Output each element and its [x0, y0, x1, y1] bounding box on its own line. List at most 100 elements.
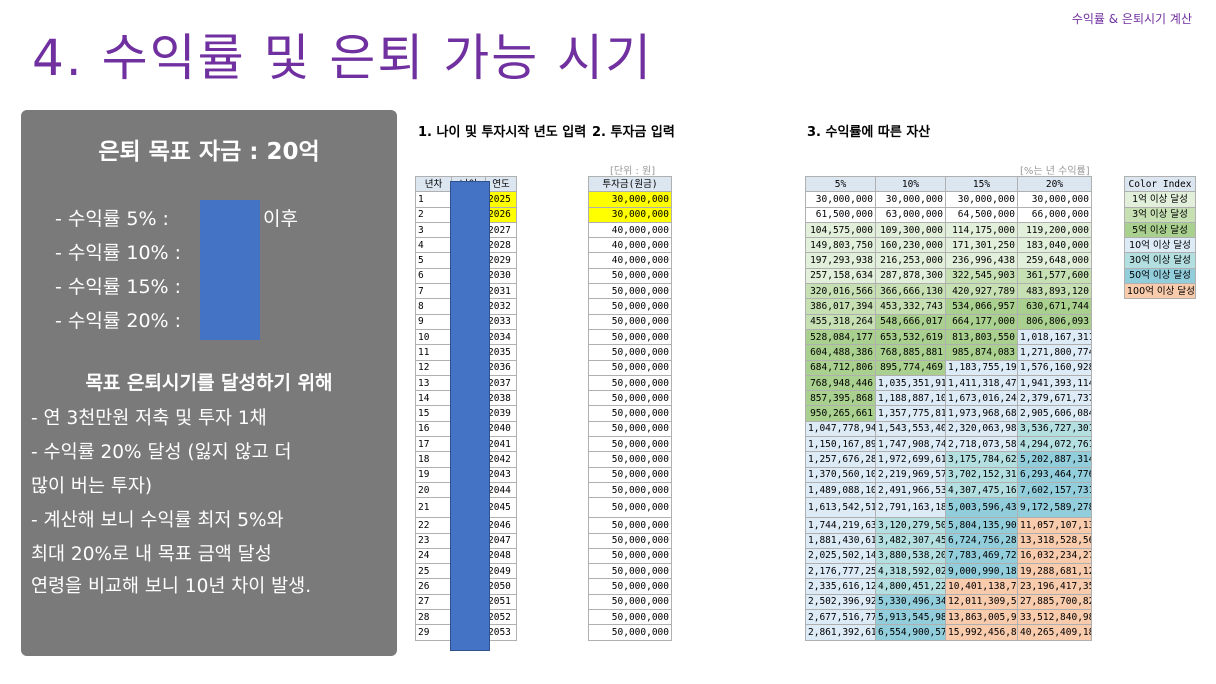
table-row: 197,293,938 216,253,000 236,996,438 259,648…	[805, 252, 1092, 269]
table-row: 2,861,392,6106,554,900,57815,992,456,844…	[805, 624, 1092, 641]
investment-cell: 50,000,000	[588, 405, 672, 422]
asset-cell: 1,489,088,106	[805, 481, 876, 499]
asset-cell: 3,536,727,301	[1017, 420, 1092, 438]
rate-10-label: - 수익률 10% :	[55, 242, 182, 264]
table-row: 50,000,000	[588, 593, 672, 611]
asset-cell: 9,172,589,278	[1017, 497, 1092, 519]
table-row: 50,000,000	[588, 390, 672, 407]
year-cell: 2036	[485, 359, 517, 376]
color-index-item: 100억 이상 달성	[1124, 283, 1196, 300]
year-index-cell: 24	[415, 547, 452, 565]
asset-cell: 366,666,130	[875, 283, 946, 300]
year-index-cell: 11	[415, 344, 452, 361]
asset-cell: 149,803,750	[805, 237, 876, 254]
asset-cell: 548,666,017	[875, 313, 946, 330]
table-row: 50,000,000	[588, 359, 672, 376]
year-cell: 2040	[485, 420, 517, 438]
asset-cell: 604,488,386	[805, 344, 876, 361]
investment-cell: 50,000,000	[588, 497, 672, 519]
asset-cell: 7,783,469,728	[945, 547, 1018, 565]
table-row: 50,000,000	[588, 532, 672, 549]
year-cell: 2052	[485, 609, 517, 626]
asset-cell: 15,992,456,844	[945, 624, 1018, 641]
asset-cell: 528,084,177	[805, 328, 876, 346]
table-row: 528,084,177 653,532,619 813,803,550 1,018,1…	[805, 328, 1092, 346]
year-cell: 2047	[485, 532, 517, 549]
year-cell: 2025	[485, 191, 517, 208]
year-index-cell: 4	[415, 237, 452, 254]
table-row: 50,000,000	[588, 374, 672, 392]
color-index-item: 30억 이상 달성	[1124, 252, 1196, 269]
year-index-cell: 28	[415, 609, 452, 626]
asset-cell: 653,532,619	[875, 328, 946, 346]
asset-cell: 12,011,309,523	[945, 593, 1018, 611]
asset-cell: 2,219,969,576	[875, 466, 946, 483]
table-row: 2,677,516,7725,913,545,98013,863,005,951…	[805, 609, 1092, 626]
col-header: 15%	[945, 175, 1018, 193]
asset-cell: 104,575,000	[805, 221, 876, 239]
investment-cell: 50,000,000	[588, 624, 672, 641]
table-row: 50,000,000	[588, 466, 672, 483]
table-row: 50,000,000	[588, 547, 672, 565]
slide-title: 4. 수익률 및 은퇴 가능 시기	[32, 29, 654, 87]
year-index-cell: 20	[415, 481, 452, 499]
asset-cell: 455,318,264	[805, 313, 876, 330]
table-row: 50,000,000	[588, 451, 672, 468]
table-row: 320,016,566 366,666,130 420,927,789 483,893…	[805, 283, 1092, 300]
investment-cell: 50,000,000	[588, 359, 672, 376]
asset-cell: 64,500,000	[945, 206, 1018, 223]
table-row: 50,000,000	[588, 313, 672, 330]
year-cell: 2053	[485, 624, 517, 641]
rate-note: [%는 년 수익률]	[1020, 166, 1090, 177]
investment-cell: 50,000,000	[588, 298, 672, 315]
asset-cell: 1,881,430,618	[805, 532, 876, 549]
asset-cell: 985,874,083	[945, 344, 1018, 361]
table-row: 50억 이상 달성	[1124, 267, 1196, 285]
table-row: 604,488,386 768,885,881 985,874,083 1,271,8…	[805, 344, 1092, 361]
year-cell: 2051	[485, 593, 517, 611]
table-row: 40,000,000	[588, 237, 672, 254]
investment-cell: 50,000,000	[588, 593, 672, 611]
asset-cell: 2,905,606,084	[1017, 405, 1092, 422]
asset-cell: 813,803,550	[945, 328, 1018, 346]
table-row: 857,395,868 1,188,887,108 1,673,016,246 2,3…	[805, 390, 1092, 407]
asset-cell: 1,613,542,511	[805, 497, 876, 519]
year-index-cell: 7	[415, 283, 452, 300]
color-index-header: Color Index	[1124, 175, 1196, 193]
asset-cell: 6,724,756,285	[945, 532, 1018, 549]
col-header: 5%	[805, 175, 876, 193]
asset-cell: 1,972,699,614	[875, 451, 946, 468]
year-index-cell: 10	[415, 328, 452, 346]
investment-cell: 50,000,000	[588, 451, 672, 468]
asset-cell: 183,040,000	[1017, 237, 1092, 254]
table-row: 104,575,000 109,300,000 114,175,000 119,200…	[805, 221, 1092, 239]
unit-note: [단위 : 원]	[610, 166, 656, 177]
asset-cell: 27,885,700,822	[1017, 593, 1092, 611]
asset-cell: 1,543,553,400	[875, 420, 946, 438]
asset-cell: 109,300,000	[875, 221, 946, 239]
asset-cell: 13,318,528,560	[1017, 532, 1092, 549]
asset-cell: 11,057,107,133	[1017, 517, 1092, 534]
asset-cell: 534,066,957	[945, 298, 1018, 315]
asset-cell: 6,554,900,578	[875, 624, 946, 641]
investment-cell: 50,000,000	[588, 436, 672, 453]
year-cell: 2049	[485, 563, 517, 580]
year-cell: 2042	[485, 451, 517, 468]
asset-cell: 3,702,152,314	[945, 466, 1018, 483]
table-row: 1,370,560,101 2,219,969,576 3,702,152,314 6…	[805, 466, 1092, 483]
asset-cell: 950,265,661	[805, 405, 876, 422]
asset-cell: 4,294,072,761	[1017, 436, 1092, 453]
table-row: 455,318,264 548,666,017 664,177,000 806,806…	[805, 313, 1092, 330]
asset-cell: 3,880,538,201	[875, 547, 946, 565]
asset-cell: 684,712,806	[805, 359, 876, 376]
asset-cell: 2,491,966,533	[875, 481, 946, 499]
table-row: 1,881,430,618 3,482,307,456 6,724,756,285 1…	[805, 532, 1092, 549]
year-index-cell: 13	[415, 374, 452, 392]
investment-cell: 50,000,000	[588, 328, 672, 346]
table-row: 2,502,396,9265,330,496,34612,011,309,523…	[805, 593, 1092, 611]
asset-cell: 1,047,778,945	[805, 420, 876, 438]
table-row: 40,000,000	[588, 221, 672, 239]
asset-cell: 197,293,938	[805, 252, 876, 269]
asset-cell: 23,196,417,352	[1017, 578, 1092, 595]
table-row: 684,712,806 895,774,469 1,183,755,196 1,576…	[805, 359, 1092, 376]
